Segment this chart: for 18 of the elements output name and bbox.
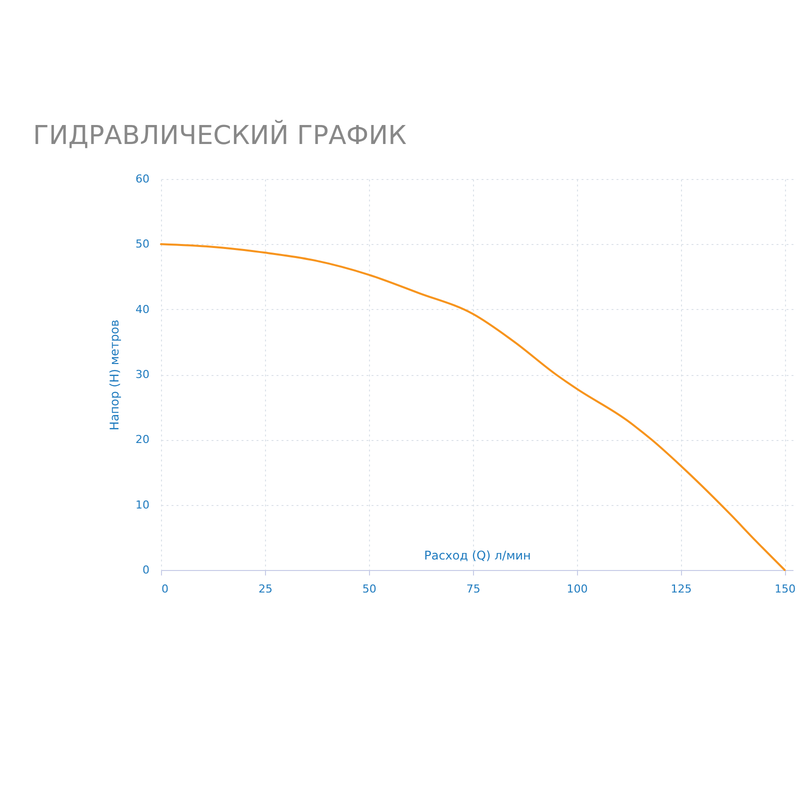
- x-tick-label: 75: [466, 582, 480, 596]
- x-tick-label: 0: [162, 582, 168, 596]
- chart-title: ГИДРАВЛИЧЕСКИЙ ГРАФИК: [33, 119, 407, 151]
- x-tick-label: 50: [362, 582, 376, 596]
- x-tick-label: 125: [670, 582, 692, 596]
- y-tick-label: 60: [136, 172, 150, 186]
- y-tick-label: 30: [136, 368, 150, 381]
- y-tick-label: 40: [136, 302, 150, 316]
- y-tick-label: 10: [136, 498, 150, 512]
- y-tick-label: 0: [142, 564, 150, 576]
- y-axis-title: Напор (Н) метров: [108, 320, 122, 430]
- y-tick-label: 20: [136, 433, 150, 446]
- line-series: [160, 243, 786, 571]
- x-tick-label: 100: [566, 582, 588, 596]
- x-tick-label: 150: [774, 582, 796, 596]
- y-tick-label: 50: [136, 238, 150, 251]
- x-tick-label: 25: [258, 582, 272, 596]
- x-axis-title: Расход (Q) л/мин: [424, 548, 531, 562]
